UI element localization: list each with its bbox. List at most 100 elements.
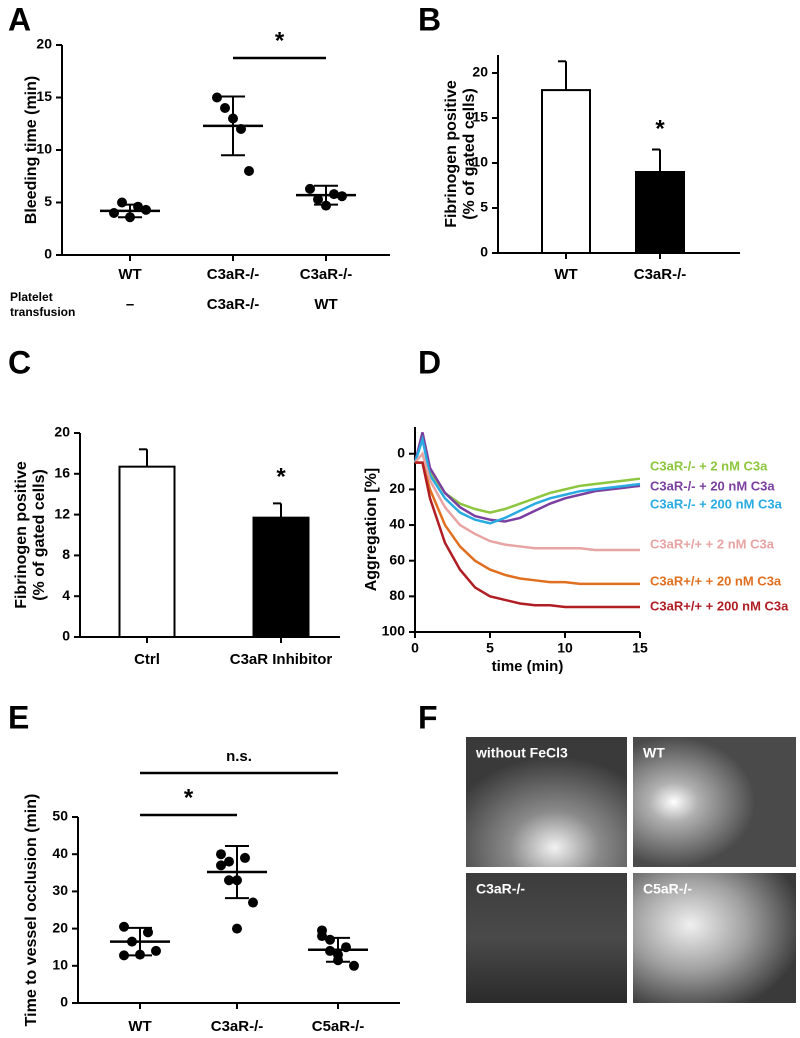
y-axis-label: Time to vessel occlusion (min) [23,794,40,1027]
y-tick-label: 40 [52,845,68,861]
y-tick-label: 12 [54,505,70,521]
y-axis-label: Aggregation [%] [363,468,380,592]
y-tick-label: 10 [52,957,68,973]
x-axis-label: time (min) [492,658,564,675]
data-point [313,194,323,205]
legend-label: C3aR-/- + 200 nM C3a [650,496,783,511]
significance: * [276,463,286,490]
y-tick-label: 0 [397,444,405,460]
panel-label: E [8,699,29,735]
data-point [212,92,222,103]
y-axis-label: (% of gated cells) [31,469,48,601]
y-tick-label: 5 [44,193,52,209]
y-tick-label: 60 [389,551,405,567]
micrograph [633,873,796,1003]
row-value: WT [314,296,337,313]
bar [118,465,176,638]
data-point [117,197,127,208]
significance: * [184,784,194,811]
significance: * [275,27,285,54]
data-point [305,183,315,194]
y-tick-label: 16 [54,465,70,481]
y-tick-label: 100 [382,623,406,639]
x-tick-label: 0 [411,640,419,656]
row-value: – [126,296,134,313]
row-label: transfusion [10,305,75,319]
bar [541,89,591,254]
y-tick-label: 20 [36,36,52,52]
legend-label: C3aR-/- + 20 nM C3a [650,478,775,493]
y-tick-label: 20 [54,424,70,440]
y-axis-label: (% of gated cells) [461,88,478,220]
x-tick-label: 15 [632,640,648,656]
bar [635,171,685,254]
line-series [413,434,641,525]
data-point [232,923,242,934]
y-tick-label: 10 [472,154,488,170]
data-point [349,960,359,971]
data-point [224,875,234,886]
y-tick-label: 5 [480,199,488,215]
y-tick-label: 0 [44,246,52,262]
y-axis-label: Fibrinogen positive [443,80,460,228]
panel-label: A [8,1,31,37]
significance: * [655,115,665,142]
x-tick-label: C3aR-/- [207,266,260,283]
y-tick-label: 4 [62,587,70,603]
line-series [414,451,640,552]
x-tick-label: WT [118,266,141,283]
x-tick-label: C3aR-/- [634,266,687,283]
data-point [224,856,234,867]
y-axis-label: Fibrinogen positive [13,461,30,609]
data-point [216,849,226,860]
x-tick-label: C5aR-/- [312,1018,365,1035]
y-tick-label: 10 [36,141,52,157]
data-point [119,950,129,961]
y-tick-label: 20 [472,64,488,80]
panel-label: D [418,344,441,380]
y-tick-label: 20 [389,480,405,496]
x-tick-label: 10 [557,640,573,656]
x-tick-label: WT [128,1018,151,1035]
y-tick-label: 0 [480,244,488,260]
data-point [317,931,327,942]
data-point [220,103,230,113]
x-tick-label: C3aR Inhibitor [230,651,333,668]
y-axis-label: Bleeding time (min) [23,76,40,224]
y-tick-label: 20 [52,919,68,935]
image-label: C5aR-/- [643,881,692,897]
bar [252,516,310,638]
data-point [244,166,254,176]
y-tick-label: 8 [62,546,70,562]
panel-label: F [418,699,438,735]
legend-label: C3aR+/+ + 200 nM C3a [650,598,789,613]
y-tick-label: 80 [389,587,405,603]
data-point [109,208,119,218]
image-label: C3aR-/- [476,881,525,897]
y-tick-label: 40 [389,516,405,532]
x-tick-label: WT [554,266,577,283]
data-point [151,945,161,956]
x-tick-label: C3aR-/- [211,1018,264,1035]
data-point [321,200,331,211]
micrograph [466,737,627,867]
legend-label: C3aR+/+ + 2 nM C3a [650,536,775,551]
data-point [248,897,258,908]
data-point [119,921,129,932]
image-label: without FeCl3 [475,745,568,761]
data-point [143,927,153,938]
x-tick-label: C3aR-/- [300,266,353,283]
line-series [413,432,641,523]
line-series [415,461,640,609]
y-tick-label: 15 [472,109,488,125]
legend-label: C3aR+/+ + 20 nM C3a [650,573,782,588]
y-tick-label: 30 [52,882,68,898]
row-value: C3aR-/- [207,296,260,313]
x-tick-label: Ctrl [134,651,160,668]
row-label: Platelet [10,290,53,304]
line-series [415,461,640,586]
legend-label: C3aR-/- + 2 nM C3a [650,458,768,473]
y-tick-label: 50 [52,808,68,824]
data-point [216,860,226,871]
